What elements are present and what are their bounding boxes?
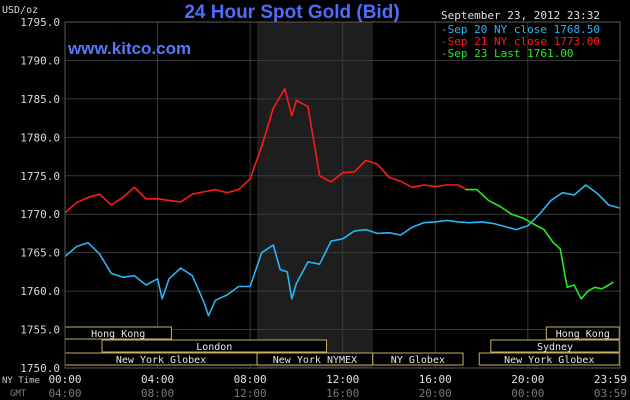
session-bar (490, 339, 620, 353)
x-tick-label-ny: 00:00 (48, 373, 81, 386)
chart-date-label: September 23, 2012 23:32 (441, 9, 600, 22)
y-tick-label: 1775.0 (20, 170, 60, 183)
session-label: Sydney (537, 342, 573, 353)
price-series (64, 88, 621, 317)
session-bar (478, 352, 620, 366)
session-label: New York Globex (116, 355, 206, 366)
y-tick-label: 1760.0 (20, 285, 60, 298)
y-tick-label: 1755.0 (20, 324, 60, 337)
ny-time-row-label: NY Time (2, 376, 40, 386)
trading-sessions: Hong Kong Hong Kong London Sydney New York G… (64, 326, 620, 366)
x-tick-label-ny: 12:00 (326, 373, 359, 386)
y-tick-label: 1765.0 (20, 247, 60, 260)
y-tick-label: 1780.0 (20, 131, 60, 144)
y-tick-label: 1750.0 (20, 362, 60, 375)
session-bar (372, 352, 464, 366)
session-label: London (196, 342, 232, 353)
x-tick-label-gmt: 04:00 (48, 387, 81, 400)
x-tick-label-ny: 16:00 (419, 373, 452, 386)
x-tick-label-ny: 23:59 (594, 373, 627, 386)
chart-title: 24 Hour Spot Gold (Bid) (184, 2, 399, 23)
series-line-1 (64, 184, 621, 317)
y-tick-label: 1785.0 (20, 93, 60, 106)
chart-axes: 1795.0 1790.0 1785.0 1780.0 1775.0 1770.0 1765… (20, 16, 627, 400)
chart-legend: -Sep 20 NY close 1768.50-Sep 21 NY close… (441, 23, 600, 60)
x-tick-label-ny: 08:00 (234, 373, 267, 386)
y-axis-unit-label: USD/oz (2, 5, 38, 16)
y-tick-label: 1790.0 (20, 54, 60, 67)
x-tick-label-gmt: 16:00 (326, 387, 359, 400)
legend-entry: -Sep 21 NY close 1773.00 (441, 35, 600, 48)
shaded-region (257, 22, 373, 368)
legend-entry: -Sep 23 Last 1761.00 (441, 47, 573, 60)
session-label: Hong Kong (556, 329, 610, 340)
x-tick-label-gmt: 03:59 (594, 387, 627, 400)
y-tick-label: 1795.0 (20, 16, 60, 29)
x-tick-label-gmt: 12:00 (234, 387, 267, 400)
session-bar (101, 339, 327, 353)
session-label: New York NYMEX (273, 355, 357, 366)
legend-entry: -Sep 20 NY close 1768.50 (441, 23, 600, 36)
plot-frame (64, 21, 621, 369)
nymex-session-shading (257, 22, 373, 368)
gmt-row-label: GMT (10, 389, 27, 399)
series-line-3 (465, 188, 614, 300)
chart-gridlines (64, 21, 621, 369)
x-tick-label-gmt: 20:00 (419, 387, 452, 400)
x-tick-label-ny: 04:00 (141, 373, 174, 386)
session-bar (545, 326, 620, 340)
x-tick-label-gmt: 08:00 (141, 387, 174, 400)
series-line-2 (64, 88, 466, 214)
website-label: www.kitco.com (67, 39, 191, 58)
session-label: New York Globex (504, 355, 594, 366)
session-label: Hong Kong (91, 329, 145, 340)
x-tick-label-ny: 20:00 (511, 373, 544, 386)
x-tick-label-gmt: 00:00 (511, 387, 544, 400)
y-tick-label: 1770.0 (20, 208, 60, 221)
session-label: NY Globex (391, 355, 445, 366)
